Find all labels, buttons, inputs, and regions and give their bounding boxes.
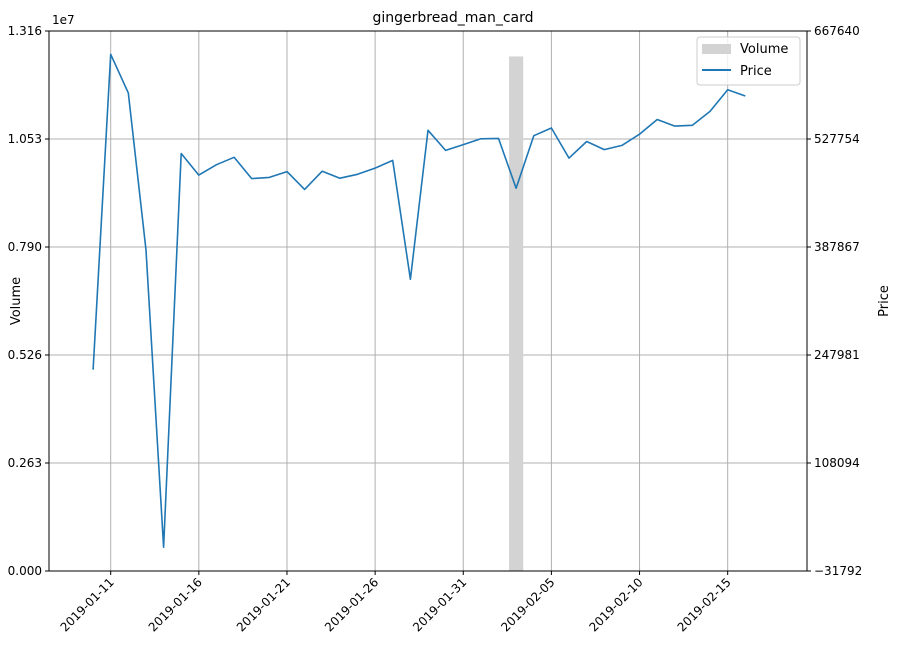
legend-price-label: Price (740, 64, 772, 79)
right-tick-label: 527754 (814, 132, 860, 146)
legend-volume-label: Volume (740, 42, 788, 57)
price-line (92, 53, 746, 549)
left-axis-offset-label: 1e7 (52, 13, 75, 27)
left-axis-ticks: 0.000 0.263 0.526 0.790 1.053 1.316 (8, 24, 49, 578)
left-tick-label: 0.790 (8, 240, 42, 254)
left-tick-label: 1.316 (8, 24, 42, 38)
right-tick-label: −31792 (814, 564, 862, 578)
right-tick-label: 387867 (814, 240, 860, 254)
right-axis-label: Price (877, 285, 892, 317)
volume-bars (509, 56, 524, 571)
volume-bar (509, 56, 524, 571)
legend-volume-swatch (702, 44, 731, 54)
chart-title: gingerbread_man_card (372, 10, 533, 26)
right-axis-ticks: −31792 108094 247981 387867 527754 667640 (807, 24, 862, 578)
right-tick-label: 667640 (814, 24, 860, 38)
left-axis-label: Volume (9, 277, 24, 325)
left-tick-label: 0.526 (8, 348, 42, 362)
left-tick-label: 1.053 (8, 132, 42, 146)
left-tick-label: 0.000 (8, 564, 42, 578)
right-tick-label: 247981 (814, 348, 860, 362)
left-tick-label: 0.263 (8, 456, 42, 470)
right-tick-label: 108094 (814, 456, 860, 470)
price-line-layer (92, 53, 746, 549)
plot-frame (48, 30, 808, 572)
legend: Volume Price (696, 36, 801, 86)
